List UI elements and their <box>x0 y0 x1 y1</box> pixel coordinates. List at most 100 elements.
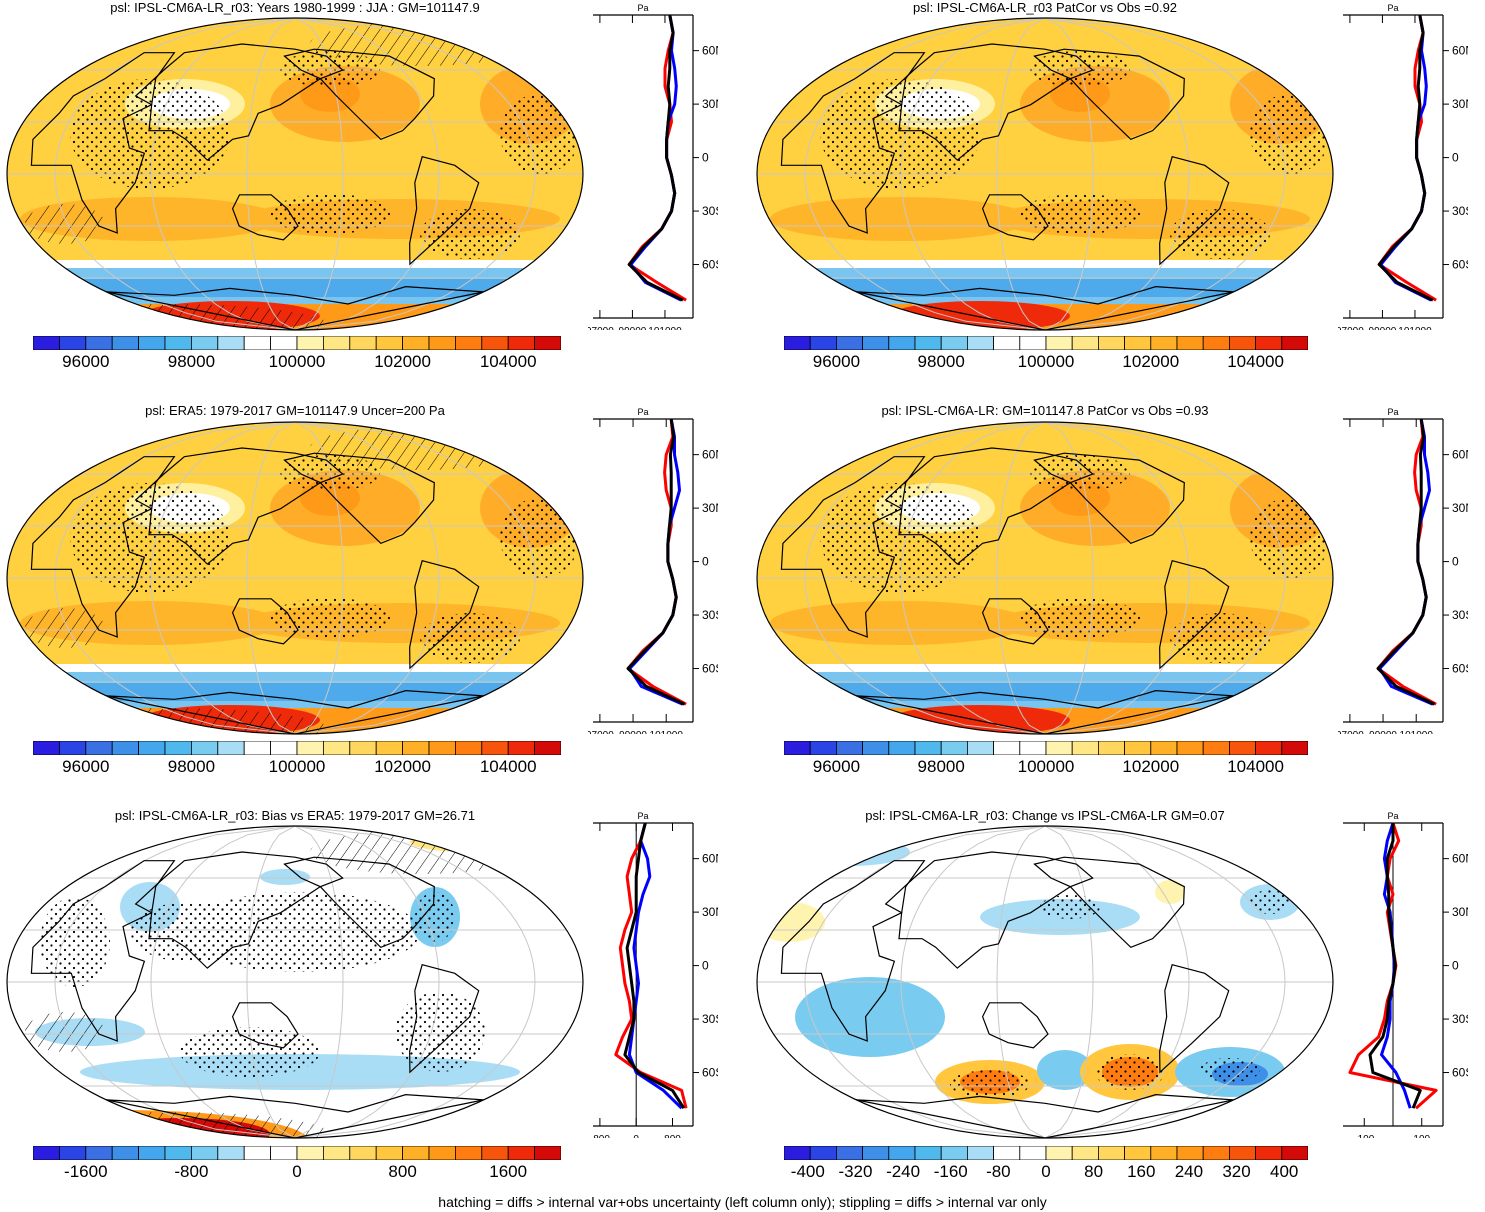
colorbar-swatch <box>33 741 60 755</box>
stippling <box>950 1070 1030 1098</box>
colorbar-swatch <box>1255 336 1283 350</box>
stippling <box>820 483 980 593</box>
colorbar-tick-label: 104000 <box>1227 352 1284 371</box>
profile-unit-label: Pa <box>1387 3 1398 13</box>
colorbar-swatch <box>1045 741 1073 755</box>
profile-ytick-label: 30S <box>1452 608 1468 622</box>
colorbar-swatch <box>58 741 87 755</box>
hatching <box>310 22 530 66</box>
colorbar-swatch <box>243 741 271 755</box>
colorbar-swatch <box>428 336 456 350</box>
meridian <box>294 826 440 1138</box>
coastline-europe_africa <box>30 860 176 1042</box>
colorbar-model-patcor <box>784 336 1308 350</box>
colorbar-swatch <box>375 741 404 755</box>
coastline-asia <box>134 43 344 161</box>
colorbar-tick-label: 102000 <box>374 757 431 776</box>
profile-ytick-label: 60S <box>1452 1066 1468 1080</box>
europe-change <box>757 902 825 942</box>
colorbar-change-vs-ensemble <box>784 1146 1308 1160</box>
meridian <box>246 422 296 734</box>
colorbar-swatch <box>481 336 509 350</box>
coastline-asia <box>134 851 344 969</box>
profile-xtick-label: 0 <box>633 1134 639 1138</box>
colorbar-swatch <box>111 1146 139 1160</box>
panel-title-model-climatology: psl: IPSL-CM6A-LR_r03: Years 1980-1999 :… <box>110 0 480 15</box>
southern-ocean-low-core <box>757 683 1333 701</box>
colorbar-swatch <box>1150 741 1178 755</box>
meridian <box>804 18 1046 330</box>
colorbar-swatch <box>1176 336 1204 350</box>
colorbar-swatch <box>243 336 271 350</box>
colorbar-swatch <box>190 741 219 755</box>
profile-xtick-label: 101000 <box>650 730 684 734</box>
colorbar-swatch <box>809 741 837 755</box>
colorbar-swatch <box>1124 1146 1152 1160</box>
map-model-patcor <box>756 17 1334 331</box>
meridian <box>150 18 296 330</box>
colorbar-swatch <box>507 336 536 350</box>
map-outline <box>6 17 584 331</box>
colorbar-swatch <box>1176 741 1204 755</box>
colorbar-swatch <box>1228 336 1256 350</box>
coastline-europe_africa <box>780 860 926 1042</box>
colorbar-swatch <box>1071 741 1099 755</box>
profile-unit-label: Pa <box>1387 407 1398 417</box>
colorbar-swatch <box>402 741 430 755</box>
profile-xtick-label: 101000 <box>1398 326 1432 330</box>
colorbar-swatch <box>940 741 968 755</box>
colorbar-swatch <box>784 1146 811 1160</box>
colorbar-tick-label: 100000 <box>1017 757 1075 776</box>
meridian <box>1044 826 1190 1138</box>
colorbar-swatch <box>402 336 430 350</box>
meridian <box>1044 18 1190 330</box>
colorbar-swatch <box>836 336 864 350</box>
colorbar-swatch <box>836 741 864 755</box>
profile-ytick-label: 0 <box>1452 555 1459 569</box>
stippling <box>1040 895 1100 919</box>
profile-xtick-label: 97000 <box>1338 730 1364 734</box>
colorbar-tick-label: 0 <box>1041 1162 1051 1181</box>
colorbar-swatch <box>507 1146 536 1160</box>
high-pressure-band <box>770 197 1030 241</box>
colorbar-swatch <box>375 336 404 350</box>
map-outline <box>756 421 1334 735</box>
meridian <box>996 18 1046 330</box>
colorbar-tick-label: 96000 <box>812 757 861 776</box>
colorbar-tick-label: -240 <box>886 1162 921 1181</box>
southern-ocean-low-core <box>757 279 1333 297</box>
colorbar-tick-label: 98000 <box>917 352 965 371</box>
coastline-australia <box>981 194 1049 241</box>
profile-ytick-label: 60S <box>1452 258 1468 272</box>
stippling <box>500 94 580 174</box>
colorbar-swatch <box>58 1146 87 1160</box>
panel-title-multimodel-patcor: psl: IPSL-CM6A-LR: GM=101147.8 PatCor vs… <box>881 403 1209 418</box>
colorbar-tick-label: 100000 <box>1017 352 1075 371</box>
coastline-north_america <box>283 856 435 949</box>
profile-obs-line <box>1378 418 1434 706</box>
profile-xtick-label: 100 <box>1413 1134 1430 1138</box>
profile-obs-line <box>628 418 684 706</box>
colorbar-swatch <box>270 1146 298 1160</box>
colorbar-swatch <box>217 741 245 755</box>
stippling <box>70 79 230 189</box>
stippling <box>395 992 485 1072</box>
meridian <box>246 826 296 1138</box>
meridian <box>1044 422 1286 734</box>
stippling <box>130 902 250 962</box>
colorbar-swatch <box>190 336 219 350</box>
zero-band <box>757 260 1333 268</box>
colorbar-bias-vs-era5 <box>33 1146 561 1160</box>
colorbar-swatch <box>243 1146 271 1160</box>
coastline-antarctica <box>106 286 484 330</box>
stippling <box>1250 94 1330 174</box>
meridian <box>294 826 344 1138</box>
map-change-vs-ensemble <box>756 825 1334 1139</box>
profile-xtick-label: 800 <box>664 1134 681 1138</box>
colorbar-swatch <box>322 336 351 350</box>
profile-ytick-label: 30S <box>1452 204 1468 218</box>
profile-xtick-label: 99000 <box>1369 730 1397 734</box>
colorbar-swatch <box>862 741 890 755</box>
colorbar-swatch <box>888 336 916 350</box>
stippling <box>270 598 390 638</box>
